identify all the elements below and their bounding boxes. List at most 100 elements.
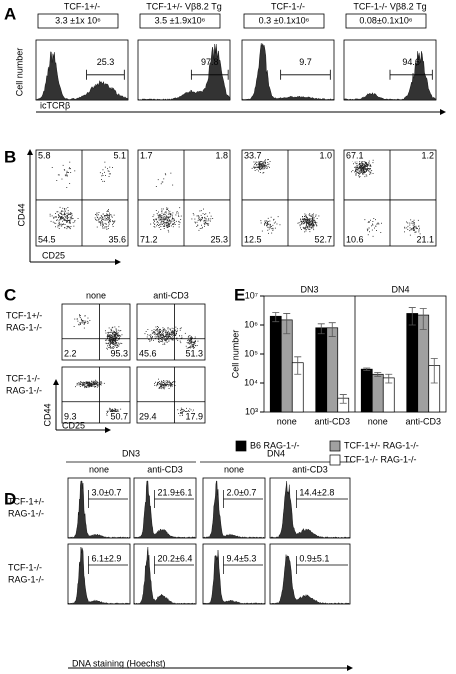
event-dot [197, 340, 199, 342]
event-dot [272, 227, 274, 229]
event-dot [264, 160, 266, 162]
event-dot [61, 224, 63, 225]
event-dot [258, 167, 260, 169]
gate [88, 490, 128, 508]
event-dot [186, 410, 188, 412]
gate-percent: 6.1±2.9 [91, 553, 121, 563]
event-dot [102, 180, 104, 182]
event-dot [158, 386, 160, 388]
quadrant-label-bg [108, 412, 129, 422]
event-dot [105, 219, 107, 221]
event-dot [272, 230, 274, 231]
event-dot [192, 346, 194, 347]
event-dot [313, 225, 315, 226]
event-dot [112, 340, 114, 342]
event-dot [67, 219, 69, 221]
event-dot [112, 326, 114, 328]
event-dot [165, 339, 167, 341]
event-dot [91, 381, 93, 382]
event-dot [415, 225, 417, 227]
event-dot [83, 320, 85, 322]
event-dot [306, 220, 308, 222]
event-dot [91, 384, 93, 386]
event-dot [148, 339, 150, 340]
event-dot [104, 215, 106, 216]
event-dot [100, 221, 101, 223]
event-dot [161, 336, 163, 338]
gate [88, 556, 128, 574]
event-dot [163, 213, 165, 215]
event-dot [109, 408, 111, 410]
event-dot [72, 222, 74, 224]
event-dot [167, 333, 169, 335]
event-dot [266, 220, 268, 222]
quadrant-percent: 1.7 [140, 150, 153, 160]
event-dot [106, 343, 108, 345]
event-dot [367, 164, 369, 165]
event-dot [154, 226, 156, 228]
row-label: RAG-1-/- [6, 322, 42, 332]
event-dot [163, 221, 165, 223]
event-dot [163, 219, 165, 221]
event-dot [114, 344, 116, 346]
quadrant-label-bg [108, 349, 129, 359]
event-dot [119, 336, 120, 338]
event-dot [156, 221, 158, 223]
event-dot [49, 215, 51, 217]
event-dot [91, 385, 92, 387]
event-dot [312, 220, 313, 222]
event-dot [305, 226, 307, 228]
event-dot [363, 163, 365, 165]
event-dot [165, 224, 167, 226]
event-dot [161, 334, 163, 336]
legend-label: B6 RAG-1-/- [250, 440, 300, 450]
event-dot [364, 164, 366, 166]
gate-label-bg [156, 488, 193, 498]
event-dot [113, 342, 115, 344]
event-dot [158, 215, 159, 217]
event-dot [258, 161, 260, 163]
event-dot [61, 218, 63, 219]
event-dot [155, 219, 157, 221]
event-dot [110, 340, 112, 342]
event-dot [190, 339, 192, 341]
event-dot [160, 215, 161, 217]
event-dot [162, 181, 164, 183]
event-dot [206, 222, 207, 224]
event-dot [100, 381, 102, 383]
event-dot [112, 411, 114, 413]
event-dot [110, 336, 112, 338]
event-dot [359, 166, 361, 168]
event-dot [109, 339, 111, 341]
event-dot [201, 217, 203, 219]
event-dot [156, 328, 157, 330]
event-dot [257, 166, 259, 168]
event-dot [172, 220, 174, 222]
event-dot [377, 223, 379, 225]
event-dot [262, 163, 263, 164]
event-dot [190, 336, 192, 338]
event-dot [168, 340, 170, 342]
event-dot [167, 336, 169, 337]
event-dot [372, 223, 373, 225]
event-dot [107, 412, 108, 413]
event-dot [88, 382, 90, 383]
event-dot [79, 386, 81, 387]
event-dot [110, 214, 112, 215]
event-dot [210, 220, 211, 222]
event-dot [172, 333, 174, 335]
event-dot [160, 331, 161, 332]
event-dot [66, 172, 68, 173]
event-dot [171, 327, 173, 329]
group-label: DN4 [391, 284, 409, 294]
gate-percent: 14.4±2.8 [299, 487, 334, 497]
event-dot [101, 222, 103, 224]
event-dot [116, 334, 117, 335]
event-dot [380, 232, 382, 233]
histogram [67, 480, 131, 539]
plot-frame [61, 366, 131, 424]
event-dot [64, 208, 65, 209]
event-dot [303, 221, 305, 223]
event-dot [258, 163, 259, 165]
event-dot [364, 168, 366, 170]
